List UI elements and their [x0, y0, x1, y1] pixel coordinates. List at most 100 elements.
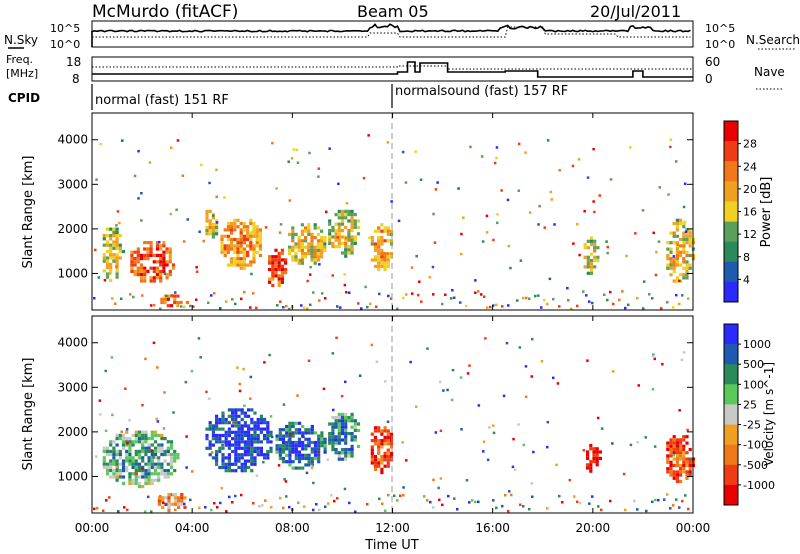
echo-cell: [271, 277, 275, 281]
power-panel-frame: [91, 112, 694, 311]
scatter-cell: [513, 468, 517, 472]
echo-cell: [173, 453, 177, 457]
echo-cell: [373, 229, 378, 233]
ground-scatter-cell: [411, 292, 414, 295]
echo-cell: [675, 218, 679, 222]
colorbar-swatch: [724, 261, 738, 283]
echo-cell: [224, 462, 228, 466]
echo-cell: [316, 245, 320, 249]
scatter-cell: [433, 241, 437, 244]
echo-cell: [313, 248, 317, 252]
echo-cell: [353, 219, 357, 223]
echo-cell: [155, 260, 160, 264]
ground-scatter-cell: [150, 304, 153, 307]
echo-cell: [688, 234, 692, 238]
echo-cell: [675, 438, 679, 442]
echo-cell: [115, 240, 119, 244]
echo-cell: [231, 424, 235, 428]
echo-cell: [356, 232, 361, 236]
scatter-cell: [428, 275, 432, 279]
ground-scatter-cell: [234, 494, 237, 498]
echo-cell: [208, 427, 212, 431]
echo-cell: [231, 462, 235, 466]
echo-cell: [121, 446, 126, 450]
scatter-cell: [104, 369, 107, 373]
echo-cell: [377, 236, 381, 240]
echo-cell: [160, 437, 164, 441]
y-tick-label: 3000: [57, 380, 88, 394]
echo-cell: [259, 453, 263, 457]
scatter-cell: [200, 163, 203, 167]
power-y-label: Slant Range [km]: [21, 156, 36, 269]
echo-cell: [160, 449, 164, 453]
echo-cell: [274, 258, 278, 262]
scatter-cell: [275, 187, 278, 190]
echo-cell: [380, 432, 384, 436]
echo-cell: [383, 435, 387, 439]
ground-scatter-cell: [552, 297, 555, 301]
echo-cell: [331, 229, 335, 233]
echo-cell: [211, 232, 215, 236]
echo-cell: [136, 273, 140, 277]
scatter-cell: [307, 442, 310, 445]
echo-cell: [317, 447, 321, 451]
colorbar-tick-label: -500: [743, 459, 768, 472]
echo-cell: [340, 419, 345, 423]
echo-cell: [288, 463, 292, 467]
echo-cell: [274, 248, 278, 252]
echo-cell: [112, 440, 116, 444]
echo-cell: [247, 414, 251, 418]
echo-cell: [294, 245, 298, 249]
scatter-cell: [682, 448, 685, 451]
echo-cell: [313, 255, 317, 259]
echo-cell: [221, 414, 225, 418]
echo-cell: [258, 241, 262, 245]
echo-cell: [239, 244, 243, 248]
colorbar-tick-label: -25: [743, 419, 761, 432]
echo-cell: [168, 260, 172, 264]
echo-cell: [166, 446, 170, 450]
echo-cell: [328, 235, 332, 239]
echo-cell: [595, 453, 599, 457]
echo-cell: [253, 421, 257, 425]
colorbar-tick-label: 8: [743, 251, 750, 264]
velocity-colorbar-label: Velocity [m s^-1]: [762, 362, 776, 466]
ground-scatter-cell: [687, 507, 690, 511]
scatter-cell: [502, 394, 506, 398]
echo-cell: [386, 461, 390, 465]
echo-cell: [131, 456, 135, 460]
scatter-cell: [465, 479, 469, 482]
echo-cell: [353, 241, 357, 245]
scatter-cell: [375, 360, 379, 363]
scatter-cell: [576, 222, 579, 226]
ground-scatter-cell: [183, 305, 186, 309]
scatter-cell: [287, 160, 290, 163]
echo-cell: [344, 241, 348, 245]
echo-cell: [234, 449, 238, 454]
echo-cell: [252, 228, 256, 232]
echo-cell: [224, 469, 228, 473]
echo-cell: [246, 228, 250, 232]
ground-scatter-cell: [432, 506, 435, 509]
ground-scatter-cell: [672, 504, 675, 507]
echo-cell: [131, 462, 135, 466]
scatter-cell: [236, 366, 239, 369]
echo-cell: [291, 434, 295, 438]
scatter-cell: [251, 230, 255, 233]
beam-title: Beam 05: [357, 2, 429, 21]
ground-scatter-cell: [507, 509, 510, 513]
scatter-cell: [152, 341, 156, 345]
echo-cell: [125, 465, 129, 469]
echo-cell: [128, 478, 132, 482]
echo-cell: [278, 444, 282, 448]
x-tick-label: 20:00: [576, 521, 611, 535]
echo-cell: [598, 456, 602, 460]
ground-scatter-cell: [285, 495, 288, 498]
scatter-cell: [555, 463, 558, 467]
echo-cell: [236, 237, 240, 242]
echo-cell: [334, 441, 338, 445]
echo-cell: [669, 454, 673, 458]
echo-cell: [205, 209, 209, 213]
echo-cell: [288, 431, 292, 435]
ground-scatter-cell: [624, 508, 627, 512]
